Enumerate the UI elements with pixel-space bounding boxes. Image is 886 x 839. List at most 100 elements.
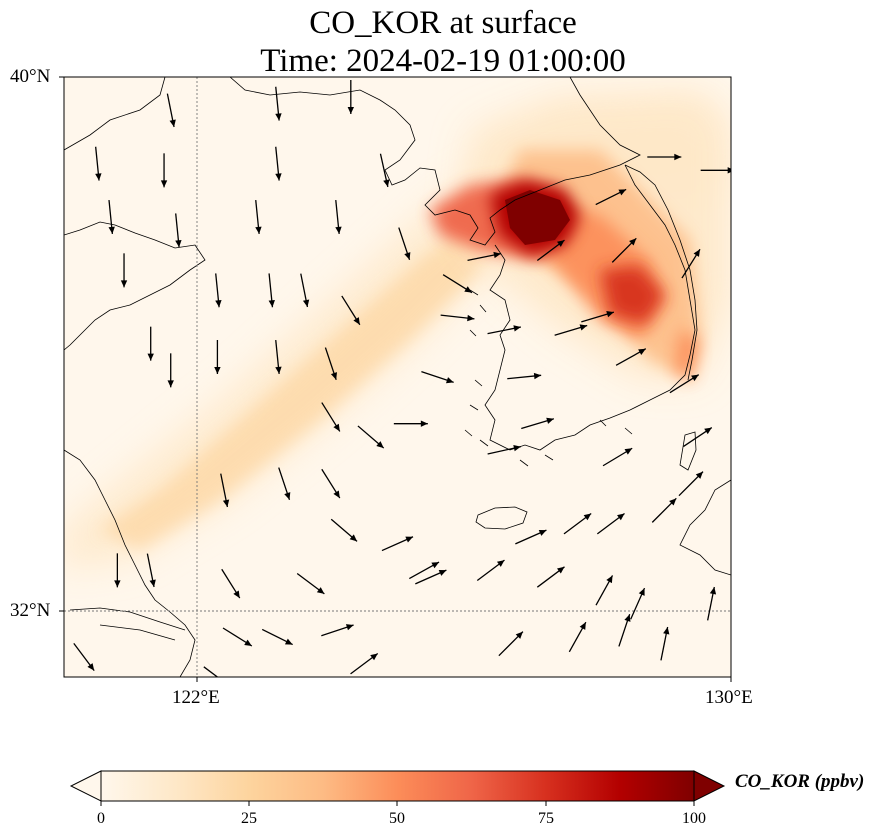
colorbar-title: CO_KOR (ppbv) (735, 771, 865, 792)
wind-arrow (215, 273, 222, 308)
china-coast-jiangsu (64, 449, 196, 677)
wind-arrow (467, 251, 502, 261)
china-coast-liaoning (64, 77, 456, 216)
wind-arrow (381, 536, 414, 552)
jeju-island (475, 506, 528, 530)
wind-arrow (521, 417, 555, 430)
wind-arrow (146, 553, 156, 588)
wind-arrow (476, 559, 505, 582)
wind-vectors (73, 80, 731, 677)
wind-arrow (321, 468, 341, 499)
colorbar-tick-label-75: 75 (538, 810, 554, 827)
wind-arrow (330, 518, 358, 542)
seoul-peak (505, 190, 570, 245)
wind-arrow (611, 237, 637, 263)
wind-arrow (357, 425, 385, 449)
map-panel (64, 77, 731, 677)
wind-arrow (487, 445, 521, 455)
lat-label-32n: 32°N (10, 600, 51, 621)
wind-arrow (120, 253, 128, 288)
wind-arrow (321, 402, 341, 432)
colorbar-extend-max (693, 770, 726, 802)
china-coast-shandong (64, 221, 206, 351)
wind-arrow (341, 295, 361, 326)
wind-arrow (651, 497, 677, 523)
wind-arrow (73, 643, 95, 671)
wind-arrow (596, 512, 625, 535)
lon-label-130e: 130°E (705, 687, 753, 708)
wind-arrow (275, 86, 282, 121)
title-time: Time: 2024-02-19 01:00:00 (260, 43, 626, 79)
wind-arrow (393, 420, 428, 427)
wind-arrow (203, 666, 219, 677)
kyushu-coast (679, 479, 731, 576)
busan-hotspot (675, 330, 700, 380)
title-variable: CO_KOR at surface (309, 5, 577, 41)
wind-arrow (278, 467, 291, 500)
wind-arrow (683, 427, 713, 447)
colorbar-tick-label-25: 25 (241, 810, 257, 827)
wind-arrow (347, 80, 355, 114)
wind-arrow (647, 153, 682, 161)
wind-arrow (296, 572, 325, 595)
wind-arrow (147, 326, 154, 361)
wind-arrow (568, 621, 587, 653)
wind-arrow (515, 529, 547, 545)
wind-arrow (268, 273, 275, 308)
wind-arrow (563, 512, 592, 535)
wind-arrow (166, 93, 176, 128)
wind-arrow (324, 347, 337, 380)
wind-arrow (275, 146, 282, 181)
wind-arrow (261, 628, 293, 646)
wind-arrow (335, 200, 342, 234)
plume-axis (100, 200, 500, 550)
wind-arrow (595, 188, 627, 206)
wind-arrow (415, 569, 447, 585)
wind-arrow (222, 627, 253, 647)
southeast-hotspot (600, 265, 665, 325)
co-concentration-field (64, 90, 731, 570)
axis-ticks (59, 76, 732, 682)
wind-arrow (707, 586, 717, 621)
wind-arrow (114, 553, 121, 588)
tsushima-island (679, 431, 697, 471)
wind-arrow (615, 348, 647, 366)
coastlines (64, 77, 731, 677)
wind-arrow (442, 274, 473, 294)
wind-arrow (409, 561, 440, 580)
colorbar-gradient (101, 771, 694, 801)
wind-arrow (398, 227, 411, 260)
wind-arrow (660, 626, 670, 661)
korea-north-coast (454, 77, 641, 246)
wind-arrow (440, 314, 475, 322)
gridlines (64, 77, 731, 677)
lon-label-122e: 122°E (172, 687, 220, 708)
wind-arrow (536, 566, 565, 588)
wind-arrow (421, 371, 454, 384)
wind-arrow (536, 239, 565, 262)
wind-arrow (681, 248, 701, 279)
west-coast-islands (464, 289, 633, 467)
wind-arrow (507, 372, 542, 380)
wind-arrow (220, 473, 230, 508)
korea-east-coast (624, 164, 698, 381)
wind-arrow (602, 447, 633, 467)
korea-west-coast (484, 164, 696, 451)
map-frame (63, 76, 732, 678)
wind-arrow (95, 146, 102, 181)
colorbar-tick-label-0: 0 (97, 810, 105, 827)
wind-arrow (630, 587, 646, 620)
wind-arrow (300, 273, 310, 308)
wind-arrow (581, 311, 615, 323)
plot-title: CO_KOR at surface Time: 2024-02-19 01:00… (0, 4, 886, 80)
wind-arrow (379, 153, 390, 188)
lat-label-40n: 40°N (10, 66, 51, 87)
colorbar-tick-label-100: 100 (682, 810, 706, 827)
wind-arrow (108, 200, 115, 234)
wind-arrow (618, 614, 631, 647)
wind-arrow (487, 325, 522, 335)
wind-arrow (498, 631, 524, 657)
wind-arrow (255, 200, 262, 234)
colorbar-tick-label-50: 50 (389, 810, 405, 827)
